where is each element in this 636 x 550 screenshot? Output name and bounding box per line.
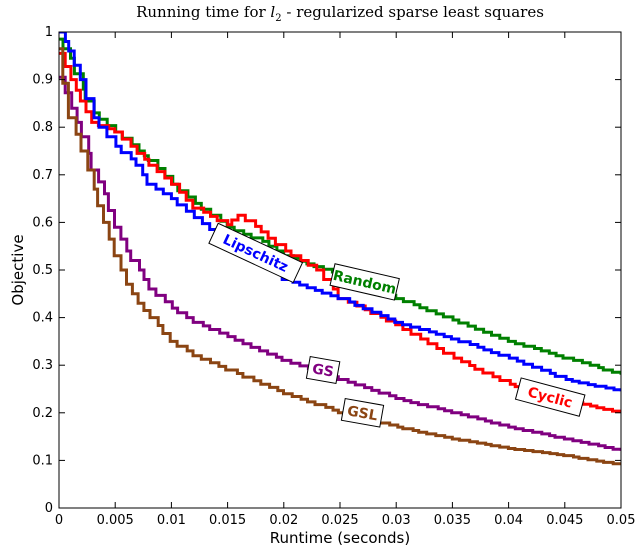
series-label-box: [514, 377, 586, 417]
x-tick-label: 0.02: [269, 513, 298, 528]
x-tick-label: 0.015: [209, 513, 246, 528]
x-tick-label: 0.04: [494, 513, 523, 528]
series-label-box: [305, 355, 341, 385]
y-tick-label: 1: [45, 25, 53, 40]
chart-title: Running time for l2 - regularized sparse…: [136, 3, 544, 24]
series-label-text: GS: [311, 361, 335, 381]
y-tick-label: 0.6: [32, 215, 53, 230]
y-tick-label: 0.3: [32, 358, 53, 373]
series-label-cyclic: Cyclic: [514, 377, 586, 417]
x-tick-label: 0.025: [321, 513, 358, 528]
x-tick-label: 0.045: [546, 513, 583, 528]
series-label-gs: GS: [305, 355, 341, 385]
axis-ticks: 0 0.005 0.01 0.015 0.02 0.025 0.03 0.035 0.04 0.0…: [32, 25, 635, 528]
y-tick-label: 0.1: [32, 453, 53, 468]
x-tick-label: 0.05: [607, 513, 636, 528]
series-label-text: GSL: [346, 403, 379, 424]
y-axis-title: Objective: [9, 234, 27, 305]
y-tick-label: 0.5: [32, 263, 53, 278]
x-tick-label: 0.01: [157, 513, 186, 528]
series-label-box: [340, 398, 385, 428]
plot-area: Random Cyclic Lipschitz GS GSL: [59, 32, 621, 466]
y-tick-label: 0.2: [32, 406, 53, 421]
series-label-gsl: GSL: [340, 398, 385, 428]
y-tick-label: 0.4: [32, 311, 53, 326]
x-tick-label: 0.035: [434, 513, 471, 528]
x-axis-title: Runtime (seconds): [270, 529, 410, 547]
x-tick-label: 0: [55, 513, 63, 528]
series-line-gsl: [59, 47, 621, 466]
series-label-lipschitz: Lipschitz: [208, 222, 304, 284]
series-label-box: [208, 222, 304, 284]
x-tick-label: 0.005: [97, 513, 134, 528]
series-label-box: [329, 263, 400, 301]
series-label-random: Random: [329, 263, 400, 301]
series-line-lipschitz: [59, 32, 621, 392]
series-line-cyclic: [59, 51, 621, 413]
y-tick-label: 0: [45, 501, 53, 516]
y-tick-label: 0.7: [32, 168, 53, 183]
series-line-random: [59, 37, 621, 375]
y-tick-label: 0.8: [32, 120, 53, 135]
x-tick-label: 0.03: [382, 513, 411, 528]
y-tick-label: 0.9: [32, 73, 53, 88]
